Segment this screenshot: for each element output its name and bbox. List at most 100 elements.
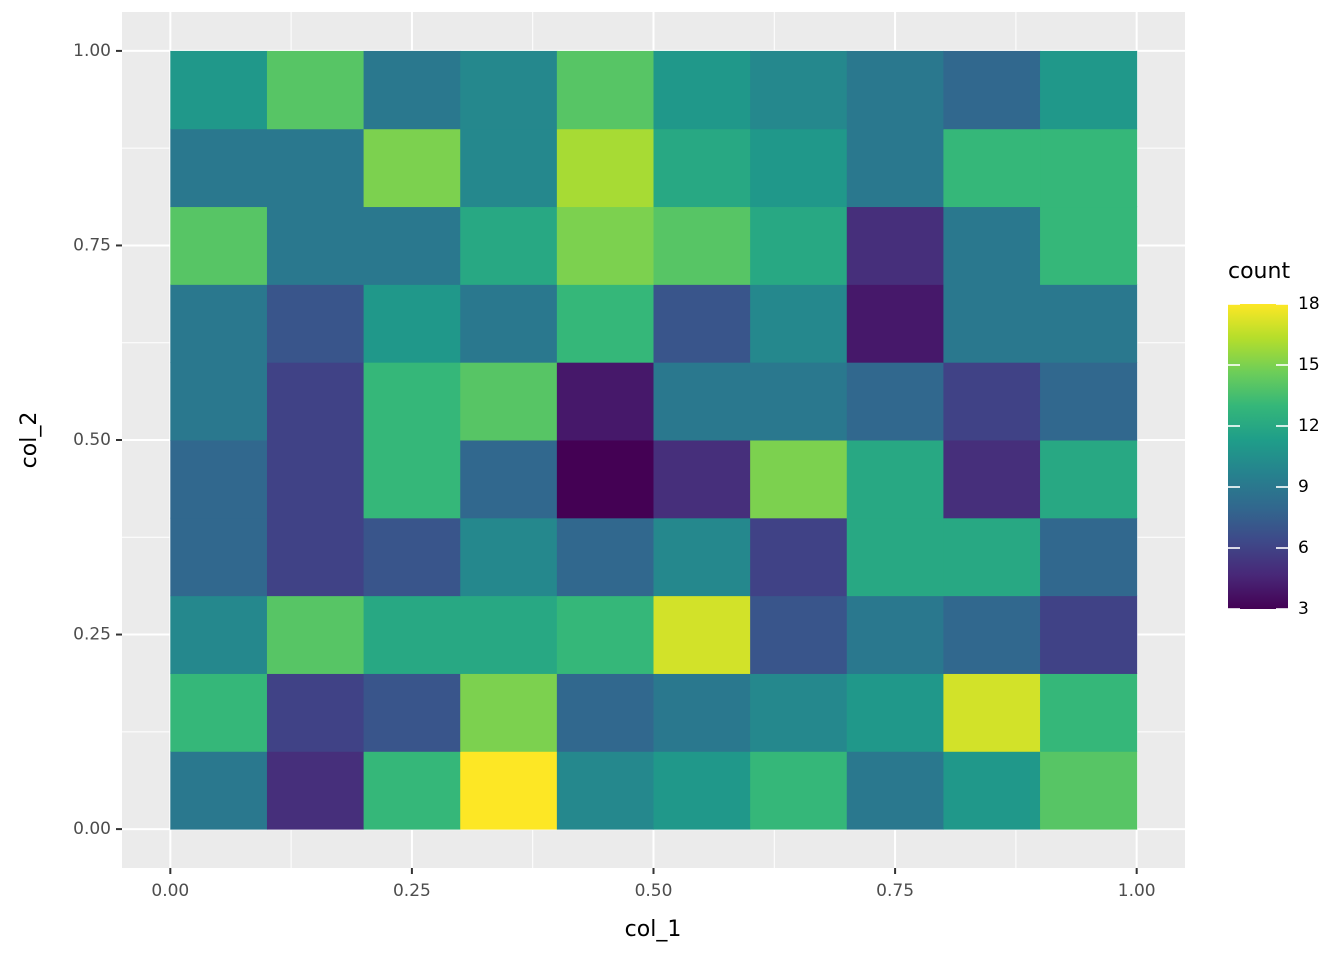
heat-cell xyxy=(943,595,1041,674)
heat-cell xyxy=(1040,128,1138,208)
heat-cell xyxy=(460,284,558,363)
heat-cell xyxy=(653,751,751,830)
colorbar xyxy=(1228,304,1288,609)
heat-cell xyxy=(170,50,268,130)
heat-cell xyxy=(653,517,751,597)
heat-cell xyxy=(266,751,365,830)
heat-cell xyxy=(266,595,365,674)
heat-cell xyxy=(943,128,1041,208)
heat-cell xyxy=(460,128,558,208)
heat-cell xyxy=(943,673,1041,752)
heat-cell xyxy=(846,206,944,285)
y-tick-label: 0.25 xyxy=(73,625,111,645)
heat-cell xyxy=(653,50,751,130)
heat-cell xyxy=(363,362,461,441)
heat-cell xyxy=(170,206,268,285)
heat-cell xyxy=(750,751,848,830)
heat-cell xyxy=(750,595,848,674)
heat-cell xyxy=(846,517,944,597)
heat-cell xyxy=(170,362,268,441)
heat-cell xyxy=(846,284,944,363)
heat-cell xyxy=(363,206,461,285)
heat-cell xyxy=(653,206,751,285)
heat-cell xyxy=(943,517,1041,597)
colorbar-tick-label: 6 xyxy=(1298,538,1309,558)
y-tick-label: 0.50 xyxy=(73,430,111,450)
heat-cell xyxy=(943,440,1041,519)
heat-cell xyxy=(266,128,365,208)
heat-cell xyxy=(170,128,268,208)
y-axis-title: col_2 xyxy=(17,412,42,469)
heat-cell xyxy=(750,128,848,208)
heat-cell xyxy=(556,284,654,363)
heat-cell xyxy=(750,517,848,597)
heat-cell xyxy=(750,50,848,130)
heat-cell xyxy=(556,751,654,830)
heat-cell xyxy=(556,440,654,519)
heat-cell xyxy=(1040,50,1138,130)
colorbar-tick-label: 18 xyxy=(1298,294,1320,314)
heat-cell xyxy=(460,206,558,285)
heat-cell xyxy=(943,751,1041,830)
heat-cell xyxy=(750,440,848,519)
heat-cell xyxy=(363,284,461,363)
heat-cell xyxy=(460,673,558,752)
heat-cell xyxy=(556,595,654,674)
y-tick-label: 0.75 xyxy=(73,235,111,255)
heat-cell xyxy=(556,50,654,130)
heat-cell xyxy=(846,440,944,519)
heat-cell xyxy=(846,673,944,752)
heat-cell xyxy=(750,362,848,441)
heat-cell xyxy=(170,517,268,597)
heat-cell xyxy=(460,50,558,130)
colorbar-tick-label: 9 xyxy=(1298,477,1309,497)
heat-cell xyxy=(1040,362,1138,441)
heat-cell xyxy=(846,50,944,130)
heat-cell xyxy=(266,284,365,363)
colorbar-tick-label: 15 xyxy=(1298,355,1320,375)
x-axis-title: col_1 xyxy=(625,917,682,942)
heat-cell xyxy=(653,595,751,674)
heat-cell xyxy=(653,673,751,752)
heat-cell xyxy=(170,284,268,363)
x-tick-label: 1.00 xyxy=(1118,881,1156,901)
heat-cell xyxy=(266,50,365,130)
heat-cell xyxy=(460,440,558,519)
heat-cell xyxy=(846,362,944,441)
heat-cell xyxy=(846,595,944,674)
heat-cell xyxy=(943,362,1041,441)
heat-cell xyxy=(460,751,558,830)
heat-cell xyxy=(1040,595,1138,674)
heat-cell xyxy=(460,517,558,597)
heat-cell xyxy=(750,284,848,363)
colorbar-tick-label: 12 xyxy=(1298,416,1320,436)
heat-cell xyxy=(750,673,848,752)
heat-cell xyxy=(460,595,558,674)
heat-cell xyxy=(363,673,461,752)
heat-cell xyxy=(653,440,751,519)
heat-cell xyxy=(170,751,268,830)
heat-cell xyxy=(556,362,654,441)
heat-cell xyxy=(1040,206,1138,285)
heat-cell xyxy=(363,128,461,208)
heat-cell xyxy=(653,284,751,363)
heat-cell xyxy=(363,517,461,597)
colorbar-tick-label: 3 xyxy=(1298,599,1309,619)
heat-cell xyxy=(1040,751,1138,830)
x-tick-label: 0.00 xyxy=(151,881,189,901)
heat-cell xyxy=(266,440,365,519)
heat-cell xyxy=(943,284,1041,363)
heat-cell xyxy=(653,128,751,208)
heat-cell xyxy=(266,206,365,285)
heat-cell xyxy=(460,362,558,441)
heat-cell xyxy=(1040,440,1138,519)
heat-cell xyxy=(846,128,944,208)
heat-cell xyxy=(1040,517,1138,597)
heat-cell xyxy=(750,206,848,285)
heat-cell xyxy=(266,517,365,597)
heat-cell xyxy=(653,362,751,441)
heat-cell xyxy=(170,440,268,519)
heat-cell xyxy=(846,751,944,830)
x-tick-label: 0.50 xyxy=(635,881,673,901)
